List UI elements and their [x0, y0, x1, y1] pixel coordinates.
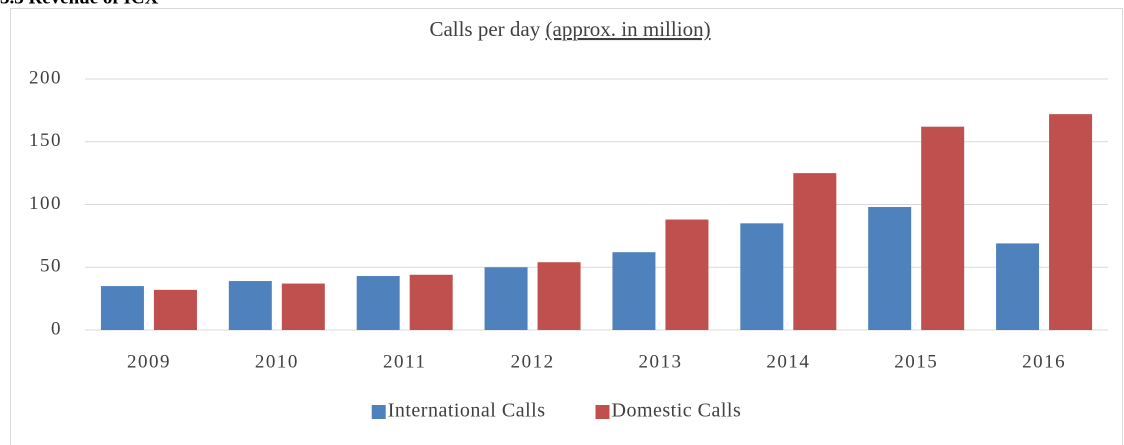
y-tick-label: 0	[51, 318, 62, 339]
y-tick-label: 100	[29, 193, 62, 214]
y-tick-label: 150	[29, 130, 62, 151]
bar	[484, 267, 528, 330]
bar	[793, 173, 837, 330]
x-tick-label: 2012	[511, 351, 555, 372]
bar	[996, 243, 1040, 330]
y-tick-label: 200	[29, 67, 62, 88]
x-tick-label: 2011	[383, 351, 426, 372]
bar	[100, 286, 144, 330]
bar	[281, 283, 325, 330]
y-tick-label: 50	[40, 256, 62, 277]
bar	[740, 223, 784, 330]
bar	[1049, 114, 1093, 330]
bar	[537, 262, 581, 330]
bar	[921, 126, 965, 330]
bar	[228, 281, 272, 330]
x-tick-label: 2010	[255, 351, 299, 372]
heading: 3.3 Revenue of ICX	[0, 0, 159, 8]
x-tick-label: 2009	[127, 351, 171, 372]
legend-label: Domestic Calls	[612, 400, 742, 422]
bar	[612, 252, 656, 330]
legend-label: International Calls	[388, 400, 546, 422]
x-tick-label: 2014	[766, 351, 810, 372]
title-note: (approx. in million)	[546, 17, 711, 41]
chart-title: Calls per day (approx. in million)	[429, 17, 710, 41]
title-main: Calls per day	[429, 17, 540, 41]
x-tick-label: 2015	[894, 351, 938, 372]
x-tick-label: 2016	[1022, 351, 1066, 372]
bar	[356, 276, 400, 330]
bar	[409, 274, 453, 330]
legend-swatch	[371, 405, 386, 419]
x-tick-label: 2013	[638, 351, 682, 372]
bar	[868, 207, 912, 330]
bar	[153, 289, 197, 330]
bar	[665, 219, 709, 330]
legend-swatch	[595, 405, 610, 419]
